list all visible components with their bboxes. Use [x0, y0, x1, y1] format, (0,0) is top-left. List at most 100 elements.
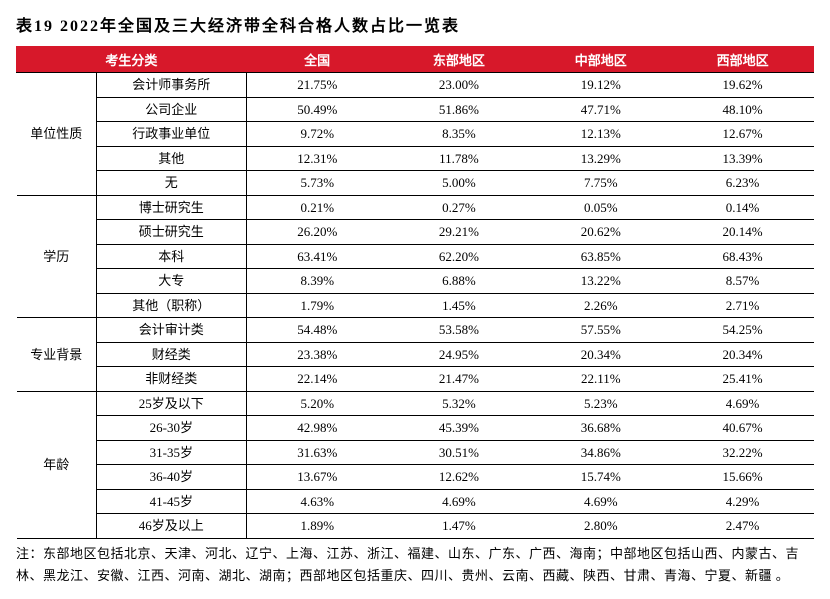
- section-label: 学历: [17, 195, 97, 318]
- cell-value: 68.43%: [672, 244, 814, 269]
- table-row: 无5.73%5.00%7.75%6.23%: [17, 171, 814, 196]
- table-row: 26-30岁42.98%45.39%36.68%40.67%: [17, 416, 814, 441]
- cell-value: 5.32%: [388, 391, 530, 416]
- table-row: 本科63.41%62.20%63.85%68.43%: [17, 244, 814, 269]
- cell-value: 7.75%: [530, 171, 672, 196]
- row-sublabel: 公司企业: [96, 97, 246, 122]
- row-sublabel: 本科: [96, 244, 246, 269]
- table-row: 公司企业50.49%51.86%47.71%48.10%: [17, 97, 814, 122]
- header-col-2: 中部地区: [530, 47, 672, 73]
- cell-value: 32.22%: [672, 440, 814, 465]
- cell-value: 2.80%: [530, 514, 672, 539]
- row-sublabel: 46岁及以上: [96, 514, 246, 539]
- table-row: 行政事业单位9.72%8.35%12.13%12.67%: [17, 122, 814, 147]
- cell-value: 1.47%: [388, 514, 530, 539]
- cell-value: 22.11%: [530, 367, 672, 392]
- cell-value: 12.13%: [530, 122, 672, 147]
- cell-value: 1.89%: [246, 514, 388, 539]
- cell-value: 13.67%: [246, 465, 388, 490]
- cell-value: 21.47%: [388, 367, 530, 392]
- cell-value: 11.78%: [388, 146, 530, 171]
- cell-value: 51.86%: [388, 97, 530, 122]
- row-sublabel: 36-40岁: [96, 465, 246, 490]
- row-sublabel: 行政事业单位: [96, 122, 246, 147]
- table-row: 专业背景会计审计类54.48%53.58%57.55%54.25%: [17, 318, 814, 343]
- data-table: 考生分类 全国 东部地区 中部地区 西部地区 单位性质会计师事务所21.75%2…: [16, 46, 814, 539]
- row-sublabel: 31-35岁: [96, 440, 246, 465]
- section-label: 专业背景: [17, 318, 97, 392]
- cell-value: 4.29%: [672, 489, 814, 514]
- cell-value: 4.69%: [388, 489, 530, 514]
- cell-value: 20.34%: [672, 342, 814, 367]
- row-sublabel: 会计审计类: [96, 318, 246, 343]
- row-sublabel: 会计师事务所: [96, 73, 246, 98]
- cell-value: 6.88%: [388, 269, 530, 294]
- cell-value: 0.05%: [530, 195, 672, 220]
- cell-value: 20.14%: [672, 220, 814, 245]
- table-row: 年龄25岁及以下5.20%5.32%5.23%4.69%: [17, 391, 814, 416]
- cell-value: 1.45%: [388, 293, 530, 318]
- table-row: 41-45岁4.63%4.69%4.69%4.29%: [17, 489, 814, 514]
- cell-value: 12.67%: [672, 122, 814, 147]
- table-row: 硕士研究生26.20%29.21%20.62%20.14%: [17, 220, 814, 245]
- cell-value: 31.63%: [246, 440, 388, 465]
- cell-value: 30.51%: [388, 440, 530, 465]
- cell-value: 25.41%: [672, 367, 814, 392]
- cell-value: 29.21%: [388, 220, 530, 245]
- table-row: 非财经类22.14%21.47%22.11%25.41%: [17, 367, 814, 392]
- cell-value: 15.74%: [530, 465, 672, 490]
- cell-value: 40.67%: [672, 416, 814, 441]
- cell-value: 24.95%: [388, 342, 530, 367]
- footnote: 注：东部地区包括北京、天津、河北、辽宁、上海、江苏、浙江、福建、山东、广东、广西…: [16, 543, 814, 587]
- cell-value: 53.58%: [388, 318, 530, 343]
- cell-value: 5.23%: [530, 391, 672, 416]
- cell-value: 8.57%: [672, 269, 814, 294]
- cell-value: 12.62%: [388, 465, 530, 490]
- row-sublabel: 25岁及以下: [96, 391, 246, 416]
- cell-value: 5.20%: [246, 391, 388, 416]
- cell-value: 5.00%: [388, 171, 530, 196]
- cell-value: 13.22%: [530, 269, 672, 294]
- cell-value: 0.21%: [246, 195, 388, 220]
- header-col-1: 东部地区: [388, 47, 530, 73]
- cell-value: 48.10%: [672, 97, 814, 122]
- table-row: 36-40岁13.67%12.62%15.74%15.66%: [17, 465, 814, 490]
- cell-value: 23.38%: [246, 342, 388, 367]
- cell-value: 26.20%: [246, 220, 388, 245]
- cell-value: 57.55%: [530, 318, 672, 343]
- cell-value: 42.98%: [246, 416, 388, 441]
- cell-value: 36.68%: [530, 416, 672, 441]
- cell-value: 62.20%: [388, 244, 530, 269]
- cell-value: 1.79%: [246, 293, 388, 318]
- row-sublabel: 26-30岁: [96, 416, 246, 441]
- header-col-3: 西部地区: [672, 47, 814, 73]
- cell-value: 13.29%: [530, 146, 672, 171]
- header-col-0: 全国: [246, 47, 388, 73]
- table-row: 31-35岁31.63%30.51%34.86%32.22%: [17, 440, 814, 465]
- cell-value: 5.73%: [246, 171, 388, 196]
- cell-value: 2.47%: [672, 514, 814, 539]
- cell-value: 0.27%: [388, 195, 530, 220]
- cell-value: 4.69%: [672, 391, 814, 416]
- table-row: 大专8.39%6.88%13.22%8.57%: [17, 269, 814, 294]
- cell-value: 20.62%: [530, 220, 672, 245]
- header-category: 考生分类: [17, 47, 247, 73]
- table-title: 表19 2022年全国及三大经济带全科合格人数占比一览表: [16, 12, 814, 36]
- row-sublabel: 其他（职称）: [96, 293, 246, 318]
- cell-value: 63.85%: [530, 244, 672, 269]
- row-sublabel: 非财经类: [96, 367, 246, 392]
- cell-value: 4.63%: [246, 489, 388, 514]
- header-row: 考生分类 全国 东部地区 中部地区 西部地区: [17, 47, 814, 73]
- row-sublabel: 硕士研究生: [96, 220, 246, 245]
- cell-value: 19.62%: [672, 73, 814, 98]
- cell-value: 22.14%: [246, 367, 388, 392]
- cell-value: 9.72%: [246, 122, 388, 147]
- cell-value: 23.00%: [388, 73, 530, 98]
- row-sublabel: 无: [96, 171, 246, 196]
- table-row: 学历博士研究生0.21%0.27%0.05%0.14%: [17, 195, 814, 220]
- table-row: 财经类23.38%24.95%20.34%20.34%: [17, 342, 814, 367]
- table-row: 其他12.31%11.78%13.29%13.39%: [17, 146, 814, 171]
- cell-value: 12.31%: [246, 146, 388, 171]
- cell-value: 2.26%: [530, 293, 672, 318]
- cell-value: 4.69%: [530, 489, 672, 514]
